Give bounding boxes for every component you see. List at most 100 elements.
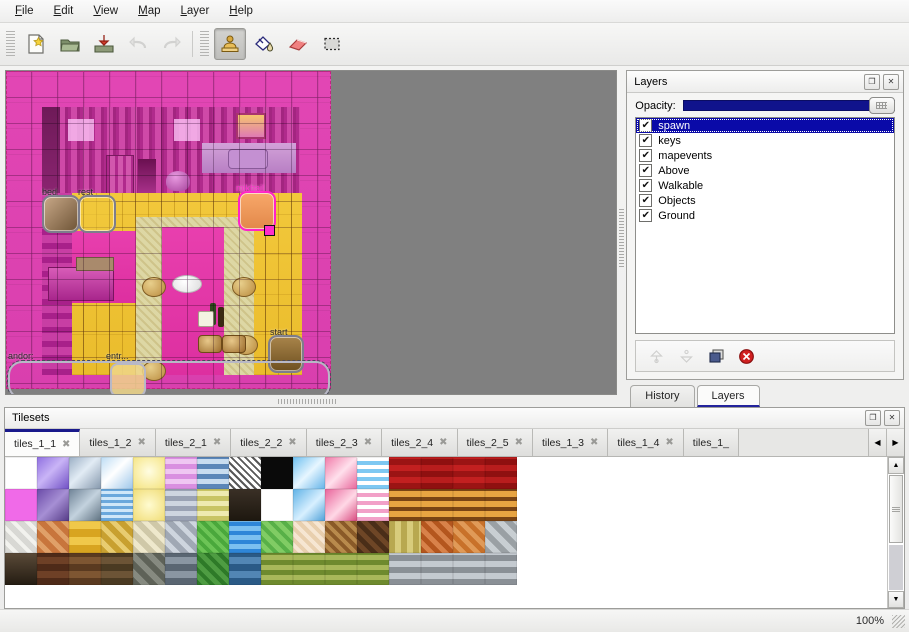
tileset-tab-tiles_1_5[interactable]: tiles_1_ [683, 429, 739, 456]
tileset-tab-tiles_1_3[interactable]: tiles_1_3 ✖ [532, 429, 609, 456]
tile-2-7[interactable] [229, 521, 261, 553]
tab-history[interactable]: History [630, 385, 695, 407]
tile-3-14[interactable] [453, 553, 485, 585]
close-panel-icon[interactable]: ✕ [882, 73, 899, 90]
tileset-tab-tiles_1_1[interactable]: tiles_1_1 ✖ [5, 429, 81, 456]
layer-visibility-checkbox[interactable]: ✔ [639, 164, 653, 177]
tile-1-6[interactable] [197, 489, 229, 521]
close-tab-icon[interactable]: ✖ [137, 437, 146, 448]
map-object-mikhail[interactable] [238, 191, 276, 231]
tile-3-0[interactable] [5, 553, 37, 585]
tileset-tab-tiles_2_4[interactable]: tiles_2_4 ✖ [382, 429, 458, 456]
tile-0-11[interactable] [357, 457, 389, 489]
menu-edit[interactable]: Edit [53, 5, 74, 17]
tileset-view[interactable]: ▲ ▼ [5, 457, 904, 608]
tile-3-10[interactable] [325, 553, 357, 585]
tile-2-10[interactable] [325, 521, 357, 553]
layer-visibility-checkbox[interactable]: ✔ [639, 194, 653, 207]
close-tab-icon[interactable]: ✖ [439, 437, 448, 448]
tile-3-9[interactable] [293, 553, 325, 585]
menu-view[interactable]: View [93, 5, 119, 17]
tile-3-15[interactable] [485, 553, 517, 585]
close-panel-icon[interactable]: ✕ [884, 410, 900, 426]
tile-2-13[interactable] [421, 521, 453, 553]
chevron-left-icon[interactable]: ◀ [868, 429, 886, 456]
tools-drag-handle[interactable] [200, 31, 209, 57]
tileset-scrollbar[interactable]: ▲ ▼ [887, 457, 904, 608]
tile-2-6[interactable] [197, 521, 229, 553]
layer-row-spawn[interactable]: ✔ spawn [636, 118, 894, 133]
toolbar-drag-handle[interactable] [6, 31, 15, 57]
tile-0-1[interactable] [37, 457, 69, 489]
tile-3-7[interactable] [229, 553, 261, 585]
close-tab-icon[interactable]: ✖ [363, 437, 373, 448]
tile-1-0[interactable] [5, 489, 37, 521]
tile-1-11[interactable] [357, 489, 389, 521]
tileset-tab-tiles_1_2[interactable]: tiles_1_2 ✖ [80, 429, 156, 456]
layer-row-keys[interactable]: ✔ keys [636, 133, 894, 148]
layer-visibility-checkbox[interactable]: ✔ [639, 149, 653, 162]
tileset-tab-tiles_2_2[interactable]: tiles_2_2 ✖ [231, 429, 307, 456]
tile-1-2[interactable] [69, 489, 101, 521]
scrollbar-trough[interactable] [889, 545, 903, 590]
tile-1-9[interactable] [293, 489, 325, 521]
tile-3-13[interactable] [421, 553, 453, 585]
map-canvas[interactable]: bed rest mikhail start andor: entr... [6, 71, 331, 394]
map-viewport[interactable]: bed rest mikhail start andor: entr... [5, 70, 617, 395]
tile-0-14[interactable] [453, 457, 485, 489]
float-panel-icon[interactable]: ❐ [865, 410, 881, 426]
layer-visibility-checkbox[interactable]: ✔ [639, 209, 653, 222]
tile-1-5[interactable] [165, 489, 197, 521]
scroll-down-arrow-icon[interactable]: ▼ [888, 591, 904, 608]
duplicate-layer-button[interactable] [706, 346, 726, 366]
tile-2-2[interactable] [69, 521, 101, 553]
tile-2-3[interactable] [101, 521, 133, 553]
tile-grid[interactable] [5, 457, 517, 608]
tile-2-11[interactable] [357, 521, 389, 553]
eraser-tool-button[interactable] [282, 28, 314, 60]
vertical-splitter[interactable] [616, 66, 626, 407]
tile-2-5[interactable] [165, 521, 197, 553]
menu-map[interactable]: Map [138, 5, 161, 17]
tile-0-5[interactable] [165, 457, 197, 489]
tile-1-13[interactable] [421, 489, 453, 521]
tile-0-10[interactable] [325, 457, 357, 489]
layer-visibility-checkbox[interactable]: ✔ [639, 134, 653, 147]
close-tab-icon[interactable]: ✖ [665, 437, 674, 448]
tile-3-5[interactable] [165, 553, 197, 585]
tile-1-14[interactable] [453, 489, 485, 521]
tile-2-8[interactable] [261, 521, 293, 553]
scroll-up-arrow-icon[interactable]: ▲ [888, 457, 904, 474]
map-object-resize-handle[interactable] [264, 225, 275, 236]
float-panel-icon[interactable]: ❐ [863, 73, 880, 90]
tile-3-4[interactable] [133, 553, 165, 585]
tile-2-4[interactable] [133, 521, 165, 553]
tile-0-7[interactable] [229, 457, 261, 489]
tile-2-0[interactable] [5, 521, 37, 553]
close-tab-icon[interactable]: ✖ [62, 438, 71, 450]
window-resize-grip[interactable] [892, 614, 905, 628]
close-tab-icon[interactable]: ✖ [514, 437, 523, 448]
tile-1-15[interactable] [485, 489, 517, 521]
tile-0-9[interactable] [293, 457, 325, 489]
map-object-selection-region[interactable] [7, 360, 331, 394]
map-object-start[interactable] [268, 335, 304, 373]
layer-row-ground[interactable]: ✔ Ground [636, 208, 894, 223]
tile-0-2[interactable] [69, 457, 101, 489]
close-tab-icon[interactable]: ✖ [212, 437, 222, 448]
map-object-bed[interactable] [42, 195, 80, 233]
redo-button[interactable] [156, 28, 188, 60]
scrollbar-thumb[interactable] [889, 475, 903, 543]
close-tab-icon[interactable]: ✖ [589, 437, 599, 448]
tile-2-12[interactable] [389, 521, 421, 553]
tileset-tab-tiles_2_3[interactable]: tiles_2_3 ✖ [306, 429, 383, 456]
tile-0-8[interactable] [261, 457, 293, 489]
tile-0-15[interactable] [485, 457, 517, 489]
map-object-rest[interactable] [78, 195, 116, 233]
tile-0-13[interactable] [421, 457, 453, 489]
menu-layer[interactable]: Layer [180, 5, 210, 17]
tile-1-3[interactable] [101, 489, 133, 521]
tile-3-6[interactable] [197, 553, 229, 585]
tab-layers[interactable]: Layers [696, 385, 760, 407]
select-tool-button[interactable] [316, 28, 348, 60]
